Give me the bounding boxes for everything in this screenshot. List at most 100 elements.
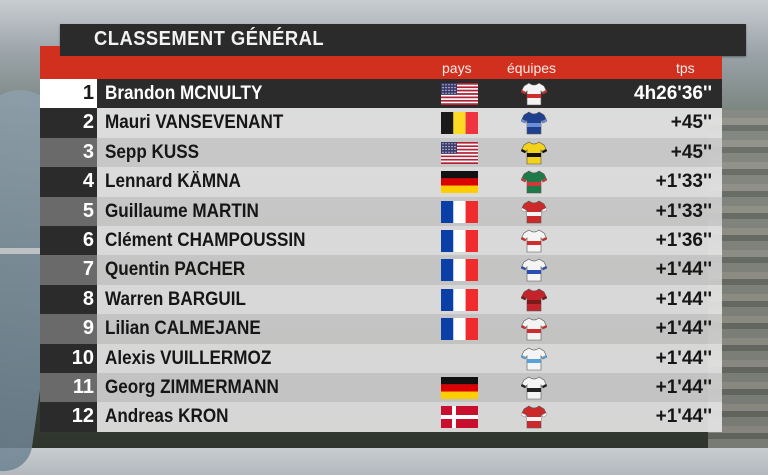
rider-name: Lilian CALMEJANE <box>105 318 261 340</box>
rank-number: 1 <box>82 82 94 104</box>
rank-number: 3 <box>82 140 94 163</box>
team-jersey-icon <box>520 288 548 312</box>
france-flag-icon <box>441 229 478 252</box>
standings-row: 11 Georg ZIMMERMANN +1'44'' <box>40 372 722 403</box>
rank-number: 7 <box>82 258 94 281</box>
denmark-flag-icon <box>441 406 478 429</box>
rank-number: 4 <box>82 170 94 193</box>
standings-row: 9 Lilian CALMEJANE +1'44'' <box>40 314 722 344</box>
time-gap: +1'33'' <box>655 171 712 193</box>
rider-cell: Warren BARGUIL +1'44'' <box>97 284 722 315</box>
time-gap: +1'44'' <box>655 288 712 310</box>
standings-row: 3 Sepp KUSS +45'' <box>40 137 722 168</box>
standings-row: 7 Quentin PACHER +1'44'' <box>40 255 722 285</box>
gc-standings-panel: CLASSEMENT GÉNÉRAL pays équipes tps 1 Br… <box>40 24 746 439</box>
standings-row: 2 Mauri VANSEVENANT +45'' <box>40 108 722 138</box>
time-gap: +45'' <box>670 112 712 134</box>
rider-name: Brandon MCNULTY <box>105 83 263 104</box>
rider-cell: Lilian CALMEJANE +1'44'' <box>97 314 722 344</box>
rider-name: Clément CHAMPOUSSIN <box>105 229 306 251</box>
rider-cell: Lennard KÄMNA +1'33'' <box>97 167 722 197</box>
rank-box: 5 <box>40 196 97 226</box>
team-jersey-icon <box>520 82 548 106</box>
time-gap: +1'44'' <box>655 259 712 281</box>
rank-number: 11 <box>72 375 94 398</box>
team-jersey-icon <box>520 317 548 341</box>
rider-name: Quentin PACHER <box>105 259 246 281</box>
time-gap: 4h26'36'' <box>634 83 712 104</box>
rank-number: 12 <box>71 405 94 428</box>
rider-cell: Quentin PACHER +1'44'' <box>97 255 722 285</box>
team-jersey-icon <box>520 376 548 400</box>
rank-box: 1 <box>40 79 97 109</box>
team-jersey-icon <box>520 347 548 371</box>
rider-cell: Andreas KRON +1'44'' <box>97 402 722 432</box>
standings-row: 1 Brandon MCNULTY 4h26'36'' <box>40 79 722 109</box>
time-gap: +1'44'' <box>655 376 712 398</box>
standings-list: 1 Brandon MCNULTY 4h26'36'' 2 Mauri VANS… <box>40 79 722 432</box>
time-gap: +1'44'' <box>655 406 712 428</box>
rider-cell: Alexis VUILLERMOZ +1'44'' <box>97 343 722 373</box>
column-header-bar: pays équipes tps <box>40 46 722 79</box>
germany-flag-icon <box>441 171 478 194</box>
usa-flag-icon <box>441 141 478 164</box>
france-flag-icon <box>441 259 478 282</box>
rank-number: 10 <box>71 346 94 369</box>
rider-cell: Brandon MCNULTY 4h26'36'' <box>97 79 722 109</box>
rank-box: 8 <box>40 284 97 315</box>
header-time: tps <box>676 60 695 76</box>
france-flag-icon <box>441 318 478 341</box>
rider-cell: Georg ZIMMERMANN +1'44'' <box>97 372 722 403</box>
team-jersey-icon <box>520 111 548 135</box>
rider-cell: Clément CHAMPOUSSIN +1'36'' <box>97 225 722 256</box>
rider-name: Sepp KUSS <box>105 141 200 163</box>
standings-row: 12 Andreas KRON +1'44'' <box>40 402 722 432</box>
rider-name: Alexis VUILLERMOZ <box>105 347 272 369</box>
bridge <box>0 248 45 254</box>
standings-row: 5 Guillaume MARTIN +1'33'' <box>40 196 722 226</box>
team-jersey-icon <box>520 170 548 194</box>
rank-number: 2 <box>82 111 94 134</box>
rank-box: 7 <box>40 255 97 285</box>
rider-name: Guillaume MARTIN <box>105 200 259 222</box>
rank-box: 10 <box>40 343 97 373</box>
rank-box: 6 <box>40 225 97 256</box>
rider-name: Lennard KÄMNA <box>105 171 241 193</box>
standings-row: 10 Alexis VUILLERMOZ +1'44'' <box>40 343 722 373</box>
rank-number: 5 <box>82 199 94 222</box>
time-gap: +45'' <box>670 141 712 163</box>
rank-box: 2 <box>40 108 97 138</box>
time-gap: +1'44'' <box>655 318 712 340</box>
usa-flag-icon <box>441 83 478 105</box>
rider-name: Andreas KRON <box>105 406 229 428</box>
rider-cell: Guillaume MARTIN +1'33'' <box>97 196 722 226</box>
rider-cell: Mauri VANSEVENANT +45'' <box>97 108 722 138</box>
time-gap: +1'36'' <box>655 229 712 251</box>
rider-name: Georg ZIMMERMANN <box>105 376 279 398</box>
rank-number: 9 <box>82 317 94 340</box>
rank-number: 8 <box>82 287 94 310</box>
team-jersey-icon <box>520 200 548 224</box>
rider-name: Warren BARGUIL <box>105 288 246 310</box>
germany-flag-icon <box>441 376 478 399</box>
rank-box: 4 <box>40 167 97 197</box>
header-teams: équipes <box>507 60 557 76</box>
rank-box: 12 <box>40 402 97 432</box>
rider-cell: Sepp KUSS +45'' <box>97 137 722 168</box>
title-bar: CLASSEMENT GÉNÉRAL <box>60 24 746 56</box>
team-jersey-icon <box>520 405 548 429</box>
standings-row: 6 Clément CHAMPOUSSIN +1'36'' <box>40 225 722 256</box>
time-gap: +1'33'' <box>655 200 712 222</box>
rider-name: Mauri VANSEVENANT <box>105 112 284 134</box>
team-jersey-icon <box>520 229 548 253</box>
rank-box: 3 <box>40 137 97 168</box>
france-flag-icon <box>441 288 478 311</box>
belgium-flag-icon <box>441 112 478 135</box>
standings-row: 8 Warren BARGUIL +1'44'' <box>40 284 722 315</box>
time-gap: +1'44'' <box>655 347 712 369</box>
none-flag-icon <box>441 348 478 370</box>
team-jersey-icon <box>520 258 548 282</box>
rank-box: 9 <box>40 314 97 344</box>
rank-box: 11 <box>40 372 97 403</box>
panel-title: CLASSEMENT GÉNÉRAL <box>94 28 325 50</box>
